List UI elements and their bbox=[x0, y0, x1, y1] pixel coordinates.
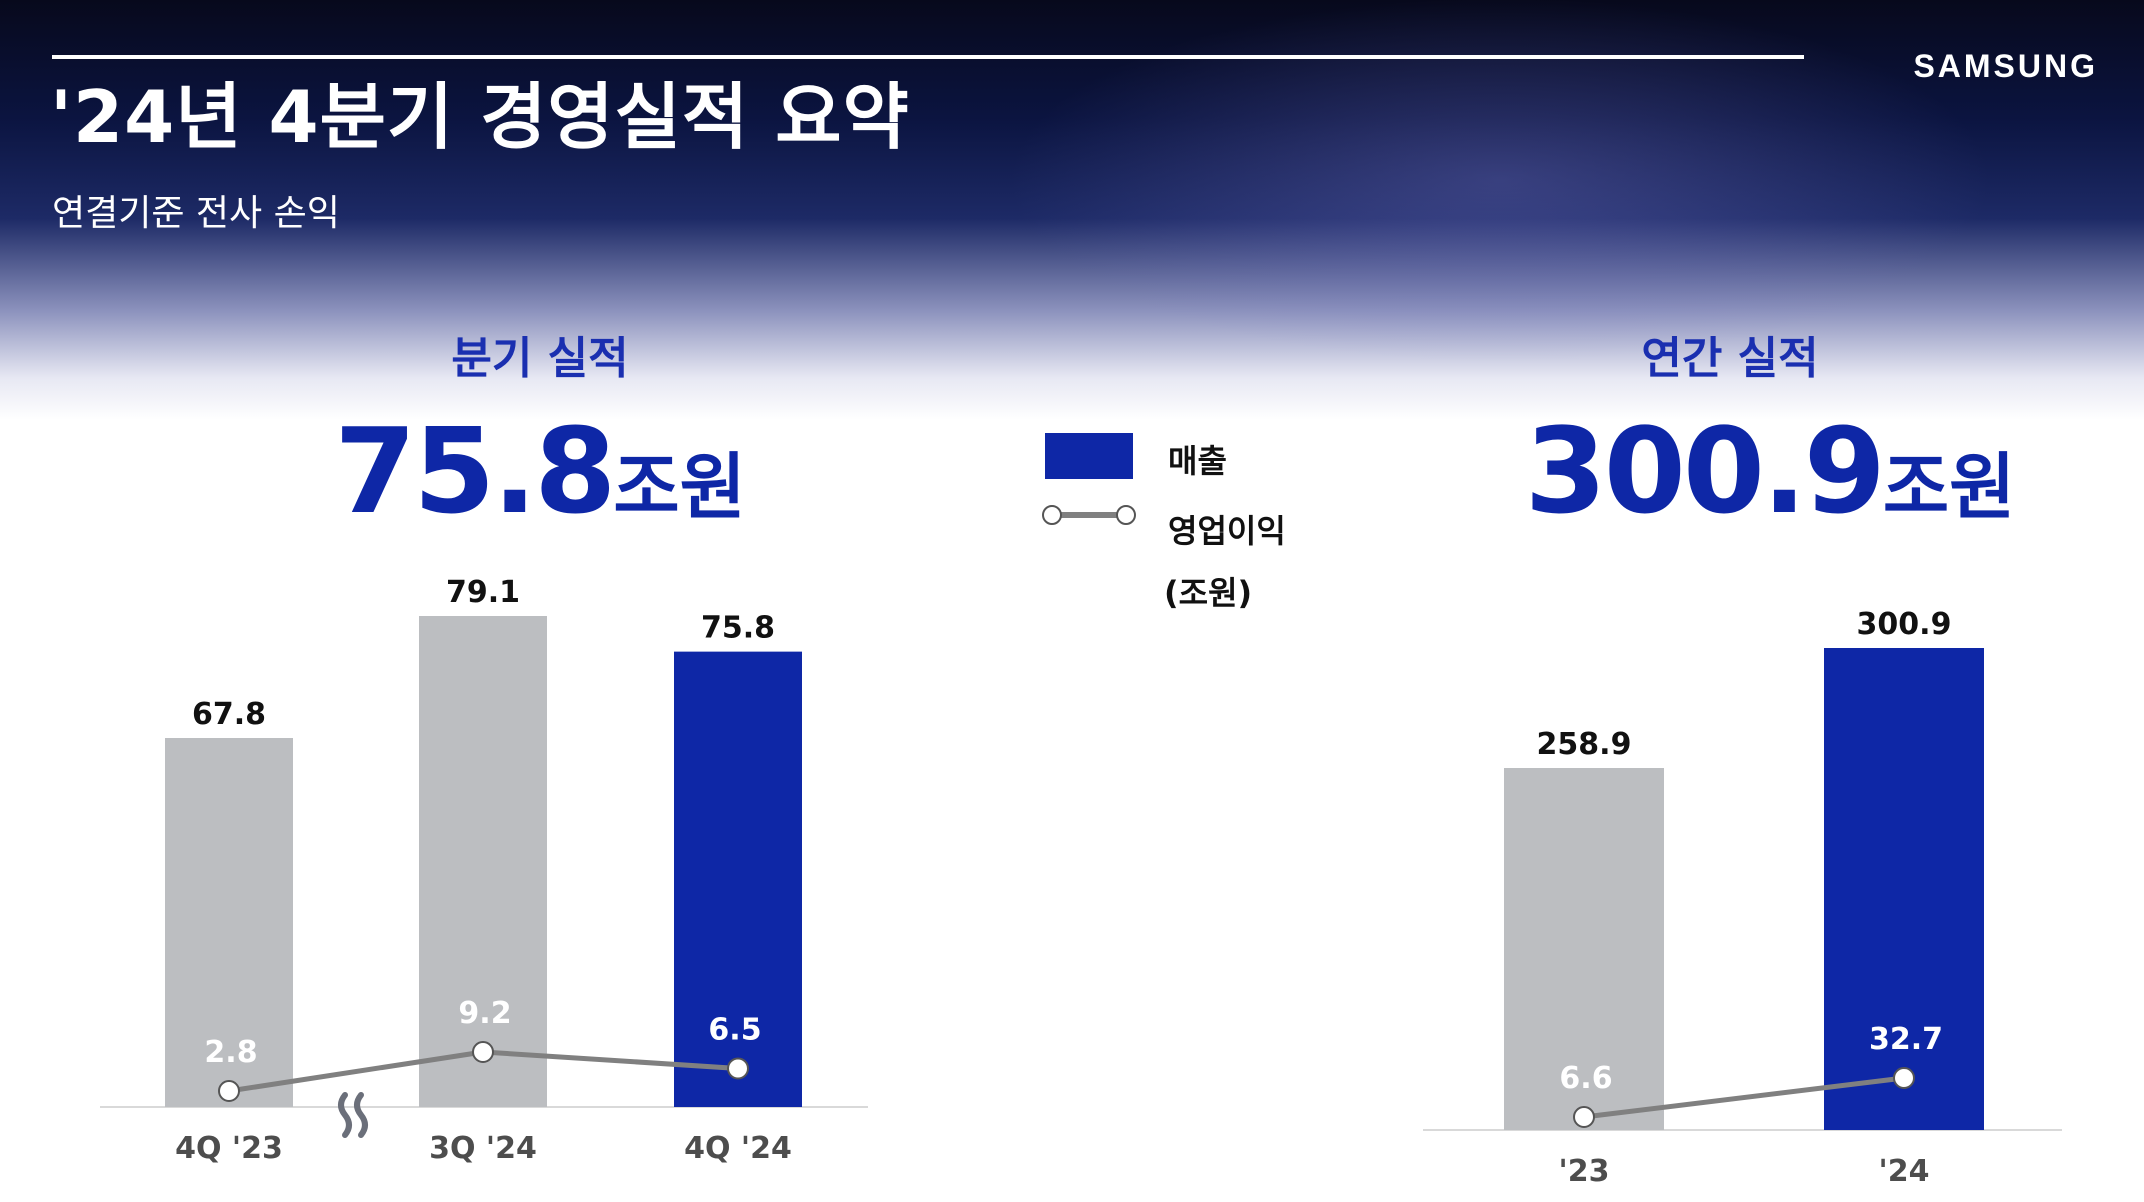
op-profit-point bbox=[727, 1057, 749, 1080]
annual-headline-value: 300.9 bbox=[1524, 402, 1886, 540]
legend-op-label: 영업이익 bbox=[1168, 512, 1286, 550]
category-label: 4Q '23 bbox=[175, 1131, 283, 1166]
quarterly-headline: 75.8조원 bbox=[250, 402, 830, 540]
op-profit-line bbox=[1583, 1075, 1905, 1120]
legend-unit-label: (조원) bbox=[1164, 574, 1253, 612]
sales-value-label: 300.9 bbox=[1857, 607, 1952, 642]
quarterly-headline-value: 75.8 bbox=[334, 402, 616, 540]
samsung-logo: SAMSUNG bbox=[1913, 48, 2098, 84]
category-label: 3Q '24 bbox=[429, 1131, 537, 1166]
op-profit-point bbox=[472, 1041, 494, 1063]
op-profit-point bbox=[1573, 1106, 1595, 1128]
annual-section-title: 연간 실적 bbox=[1641, 333, 1819, 384]
page-title: '24년 4분기 경영실적 요약 bbox=[50, 75, 910, 159]
quarterly-section-title: 분기 실적 bbox=[451, 333, 629, 384]
op-profit-label: 32.7 bbox=[1869, 1022, 1943, 1057]
sales-bar bbox=[419, 616, 547, 1107]
sales-value-label: 79.1 bbox=[446, 575, 520, 610]
legend-sales-label: 매출 bbox=[1168, 442, 1227, 480]
axis-break-mark bbox=[338, 1092, 352, 1138]
op-profit-label: 6.5 bbox=[708, 1012, 761, 1047]
chart-legend: 매출 영업이익 (조원) bbox=[1040, 428, 1340, 618]
quarterly-headline-unit: 조원 bbox=[613, 445, 746, 529]
op-profit-point bbox=[218, 1080, 240, 1102]
op-profit-label: 2.8 bbox=[204, 1035, 257, 1070]
op-profit-label: 9.2 bbox=[458, 996, 511, 1031]
category-label: 4Q '24 bbox=[684, 1131, 792, 1166]
legend-sales-swatch bbox=[1045, 433, 1133, 479]
sales-bar bbox=[1824, 648, 1984, 1130]
sales-bar bbox=[165, 738, 293, 1107]
sales-bar bbox=[1504, 768, 1664, 1130]
op-profit-point bbox=[1893, 1067, 1915, 1089]
annual-headline-unit: 조원 bbox=[1882, 445, 2016, 529]
category-label: '24 bbox=[1879, 1154, 1930, 1189]
op-profit-label: 6.6 bbox=[1559, 1061, 1612, 1096]
sales-value-label: 258.9 bbox=[1537, 727, 1632, 762]
axis-break-mark bbox=[354, 1092, 368, 1138]
sales-value-label: 67.8 bbox=[192, 697, 266, 732]
header-divider bbox=[52, 55, 1804, 59]
page-subtitle: 연결기준 전사 손익 bbox=[52, 193, 340, 234]
annual-headline: 300.9조원 bbox=[1420, 402, 2120, 540]
legend-op-line-swatch bbox=[1042, 505, 1136, 525]
header-background bbox=[0, 0, 2144, 420]
category-label: '23 bbox=[1559, 1154, 1610, 1189]
sales-bar bbox=[674, 651, 802, 1107]
sales-value-label: 75.8 bbox=[701, 611, 775, 646]
